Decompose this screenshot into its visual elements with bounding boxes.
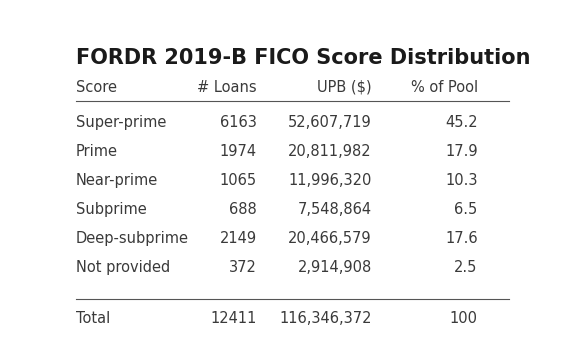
Text: 372: 372 bbox=[229, 260, 256, 275]
Text: % of Pool: % of Pool bbox=[410, 80, 478, 95]
Text: 17.6: 17.6 bbox=[445, 231, 478, 246]
Text: 7,548,864: 7,548,864 bbox=[298, 202, 372, 217]
Text: Deep-subprime: Deep-subprime bbox=[76, 231, 189, 246]
Text: 20,811,982: 20,811,982 bbox=[288, 144, 372, 159]
Text: 52,607,719: 52,607,719 bbox=[288, 115, 372, 130]
Text: Not provided: Not provided bbox=[76, 260, 170, 275]
Text: 6.5: 6.5 bbox=[454, 202, 478, 217]
Text: Total: Total bbox=[76, 311, 110, 326]
Text: 12411: 12411 bbox=[210, 311, 256, 326]
Text: 2149: 2149 bbox=[219, 231, 256, 246]
Text: 45.2: 45.2 bbox=[445, 115, 478, 130]
Text: 100: 100 bbox=[450, 311, 478, 326]
Text: # Loans: # Loans bbox=[197, 80, 256, 95]
Text: 1065: 1065 bbox=[219, 173, 256, 188]
Text: Near-prime: Near-prime bbox=[76, 173, 158, 188]
Text: Super-prime: Super-prime bbox=[76, 115, 166, 130]
Text: 20,466,579: 20,466,579 bbox=[288, 231, 372, 246]
Text: 116,346,372: 116,346,372 bbox=[279, 311, 372, 326]
Text: 2,914,908: 2,914,908 bbox=[298, 260, 372, 275]
Text: 1974: 1974 bbox=[219, 144, 256, 159]
Text: 17.9: 17.9 bbox=[445, 144, 478, 159]
Text: 2.5: 2.5 bbox=[454, 260, 478, 275]
Text: 10.3: 10.3 bbox=[445, 173, 478, 188]
Text: UPB ($): UPB ($) bbox=[317, 80, 372, 95]
Text: FORDR 2019-B FICO Score Distribution: FORDR 2019-B FICO Score Distribution bbox=[76, 48, 530, 68]
Text: 6163: 6163 bbox=[220, 115, 256, 130]
Text: 11,996,320: 11,996,320 bbox=[288, 173, 372, 188]
Text: Score: Score bbox=[76, 80, 117, 95]
Text: Prime: Prime bbox=[76, 144, 117, 159]
Text: Subprime: Subprime bbox=[76, 202, 146, 217]
Text: 688: 688 bbox=[229, 202, 256, 217]
